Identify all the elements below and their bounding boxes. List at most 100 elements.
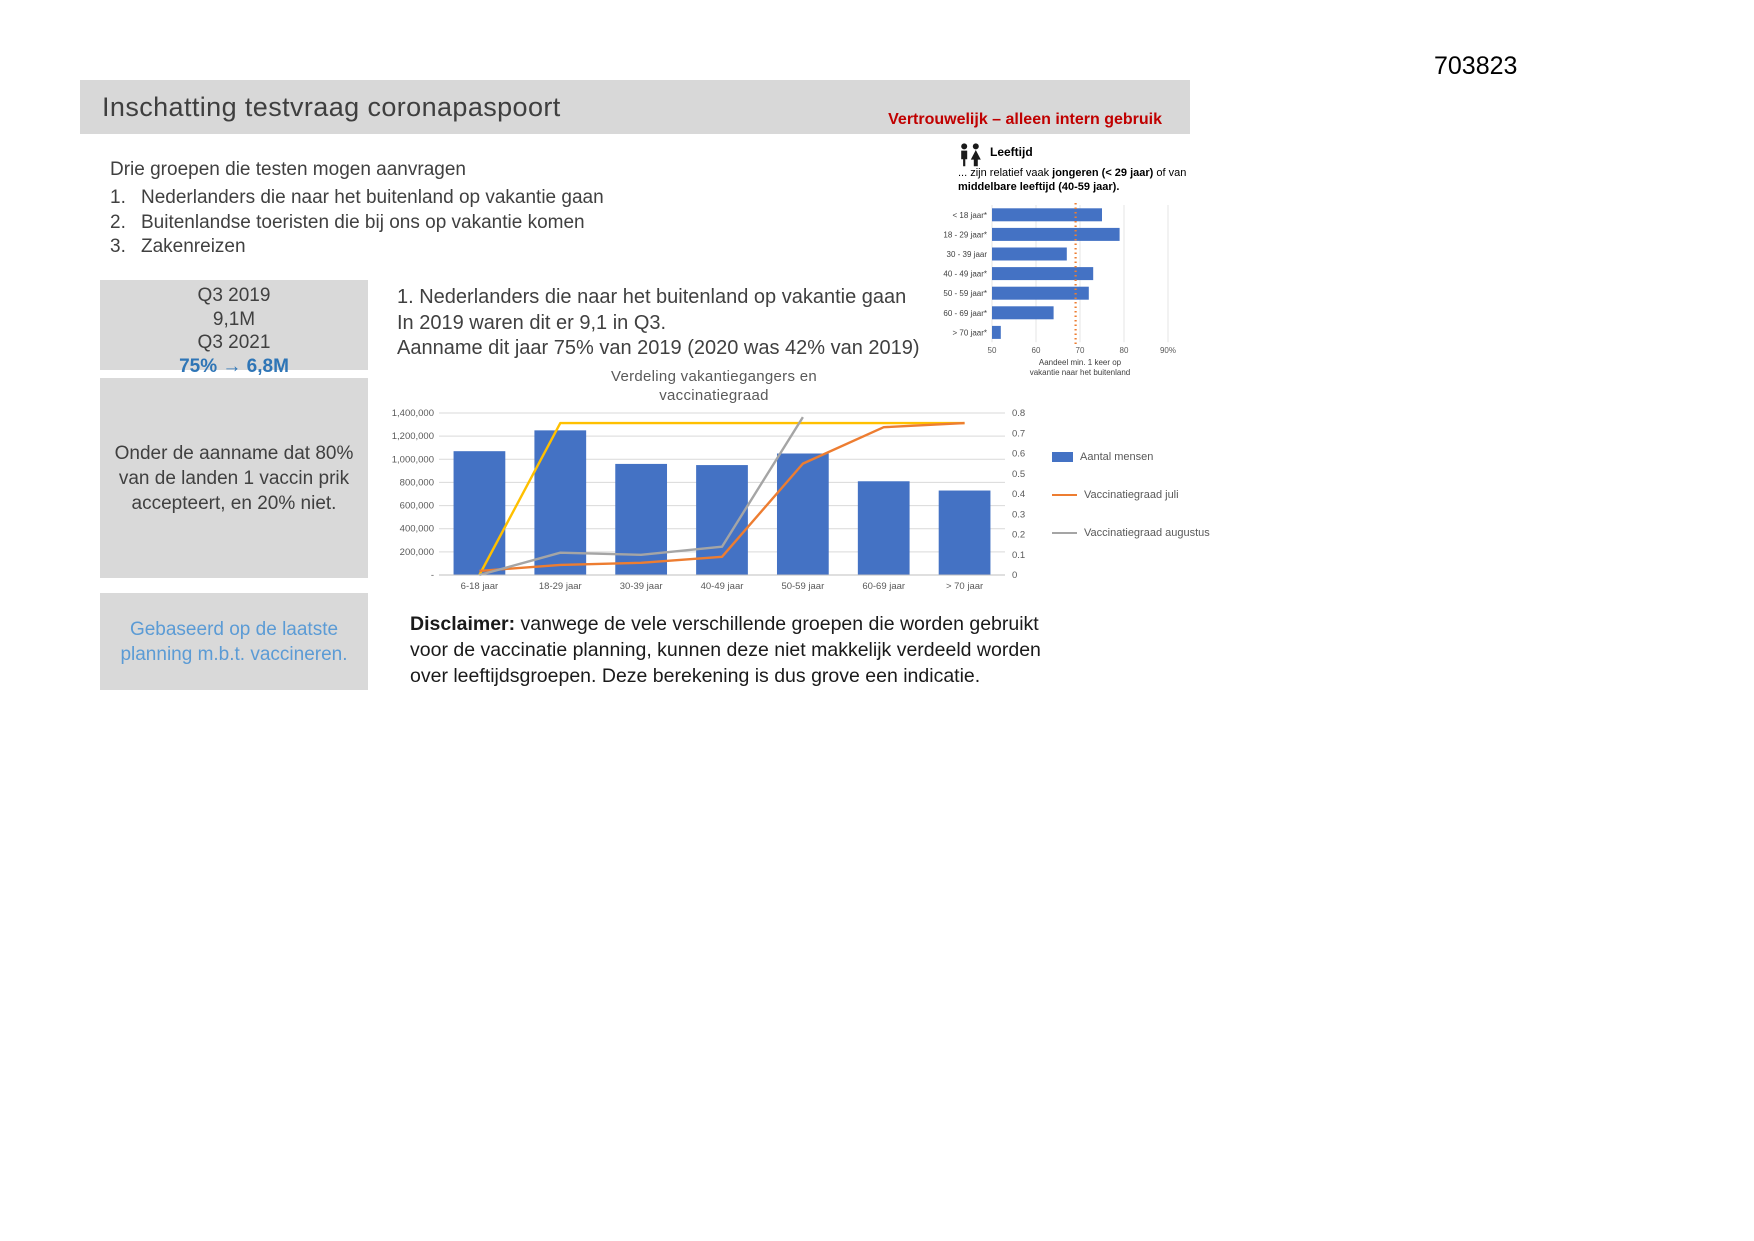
list-number: 3.	[110, 236, 126, 257]
right-axis-label: 0.2	[1012, 530, 1025, 541]
bar	[453, 451, 506, 575]
right-axis-label: 0.3	[1012, 509, 1025, 520]
x-axis-label: 18-29 jaar	[539, 581, 582, 592]
age-subtitle-segment: of van	[1153, 167, 1187, 179]
left-axis-label: -	[431, 570, 434, 581]
axis-title: vakantie naar het buitenland	[1030, 368, 1131, 377]
bar	[992, 286, 1089, 300]
q3-line: Q3 2019	[197, 285, 271, 306]
confidential-label: Vertrouwelijk – alleen intern gebruik	[888, 111, 1162, 128]
right-axis-label: 0.5	[1012, 469, 1025, 480]
category-label: 50 - 59 jaar*	[943, 289, 987, 298]
x-axis-label: 60-69 jaar	[862, 581, 905, 592]
chart-title: Verdeling vakantiegangers en	[610, 368, 818, 385]
doc-number: 703823	[1434, 52, 1518, 80]
section-1-heading: 1. Nederlanders die naar het buitenland …	[397, 286, 907, 308]
intro-block: Drie groepen die testen mogen aanvragen …	[110, 158, 604, 260]
line-series	[479, 421, 965, 573]
left-axis-label: 1,000,000	[392, 454, 434, 465]
legend-swatch	[1052, 452, 1073, 462]
q3-line: Q3 2021	[197, 332, 271, 353]
x-tick-label: 50	[988, 346, 997, 355]
list-item: 3. Zakenreizen	[110, 235, 604, 260]
x-tick-label: 80	[1120, 346, 1129, 355]
left-axis-label: 1,400,000	[392, 408, 434, 419]
right-axis-label: 0	[1012, 570, 1017, 581]
disclaimer-label: Disclaimer:	[410, 613, 516, 635]
left-axis-label: 1,200,000	[392, 431, 434, 442]
age-subtitle-segment: jongeren (< 29 jaar)	[1052, 167, 1154, 179]
combo-chart-canvas: - 200,000 400,000 600,000 800,000 1,000,000 1,…	[392, 408, 1025, 592]
intro-lead: Drie groepen die testen mogen aanvragen	[110, 159, 466, 180]
age-panel-title: Leeftijd	[990, 145, 1033, 159]
age-panel-header: Leeftijd	[940, 139, 1202, 166]
bar	[992, 227, 1120, 241]
planning-note-text: Gebaseerd op de laatste planning m.b.t. …	[120, 618, 348, 665]
disclaimer: Disclaimer: vanwege de vele verschillend…	[410, 611, 1046, 689]
x-tick-label: 90%	[1160, 346, 1176, 355]
chart-title: vaccinatiegraad	[659, 387, 769, 404]
category-label: 60 - 69 jaar*	[943, 309, 987, 318]
x-tick-label: 60	[1032, 346, 1041, 355]
age-subtitle-segment: middelbare leeftijd (40-59 jaar).	[958, 180, 1120, 193]
x-axis-label: > 70 jaar	[946, 581, 983, 592]
bar	[857, 481, 910, 575]
list-text: Nederlanders die naar het buitenland op …	[141, 187, 604, 208]
category-label: < 18 jaar*	[953, 211, 987, 220]
q3-line: 9,1M	[212, 308, 256, 330]
left-axis-label: 600,000	[400, 501, 434, 512]
left-axis-label: 800,000	[400, 477, 434, 488]
right-axis-label: 0.1	[1012, 550, 1025, 561]
legend-item: Vaccinatiegraad augustus	[1052, 525, 1210, 541]
bar	[992, 267, 1094, 281]
bar	[776, 453, 829, 575]
right-axis-label: 0.8	[1012, 408, 1025, 419]
category-label: > 70 jaar*	[953, 328, 987, 337]
category-label: 40 - 49 jaar*	[943, 270, 987, 279]
legend-line-marker	[1052, 532, 1077, 534]
x-axis-label: 40-49 jaar	[701, 581, 744, 592]
x-axis-label: 6-18 jaar	[461, 581, 499, 592]
planning-note-box: Gebaseerd op de laatste planning m.b.t. …	[100, 593, 368, 690]
age-subtitle-segment: ... zijn relatief vaak	[958, 167, 1053, 179]
left-axis-label: 400,000	[400, 524, 434, 535]
assumption-box: Onder de aanname dat 80% van de landen 1…	[100, 378, 368, 578]
section-1-line: Aanname dit jaar 75% van 2019 (2020 was …	[397, 337, 920, 359]
age-bar-chart: 50 60 70 80 90% < 18 jaar* 18 - 29 jaar* 30 - 3…	[943, 203, 1176, 377]
disclaimer-text: vanwege de vele verschillende groepen di…	[410, 613, 1041, 687]
legend-label: Vaccinatiegraad augustus	[1084, 527, 1210, 539]
right-axis-label: 0.7	[1012, 428, 1025, 439]
bar	[992, 306, 1054, 320]
right-axis-label: 0.4	[1012, 489, 1025, 500]
category-label: 18 - 29 jaar*	[943, 230, 987, 239]
bar	[992, 208, 1102, 222]
category-label: 30 - 39 jaar	[947, 250, 988, 259]
age-panel: Leeftijd ... zijn relatief vaak jongeren…	[940, 139, 1202, 384]
section-1-line: In 2019 waren dit er 9,1 in Q3.	[397, 311, 667, 334]
legend-label: Aantal mensen	[1080, 451, 1154, 463]
q3-summary-box: Q3 2019 9,1M Q3 2021 75% → 6,8M	[100, 280, 368, 377]
x-tick-label: 70	[1076, 346, 1085, 355]
left-axis-label: 200,000	[400, 547, 434, 558]
list-item: 2. Buitenlandse toeristen die bij ons op…	[110, 211, 604, 236]
x-axis-label: 50-59 jaar	[781, 581, 824, 592]
list-item: 1. Nederlanders die naar het buitenland …	[110, 186, 604, 211]
right-axis-label: 0.6	[1012, 449, 1025, 460]
assumption-text: Onder de aanname dat 80% van de landen 1…	[114, 442, 354, 514]
age-panel-subtitle: ... zijn relatief vaak jongeren (< 29 ja…	[940, 167, 1192, 194]
legend-item: Aantal mensen	[1052, 449, 1210, 465]
bar	[615, 463, 668, 575]
list-text: Buitenlandse toeristen die bij ons op va…	[141, 211, 585, 233]
people-icon	[961, 142, 981, 166]
bar	[992, 247, 1067, 261]
legend-line-marker	[1052, 494, 1077, 496]
vacation-vaccination-chart: Verdeling vakantiegangers en vaccinatieg…	[383, 367, 1045, 603]
chart-legend: Aantal mensen Vaccinatiegraad juli Vaccina…	[1052, 449, 1210, 563]
axis-title: Aandeel min. 1 keer op	[1039, 358, 1122, 367]
header-bar: Inschatting testvraag coronapaspoort Ver…	[80, 80, 1190, 134]
section-1-text: 1. Nederlanders die naar het buitenland …	[397, 285, 920, 362]
list-number: 2.	[110, 211, 126, 233]
x-axis-label: 30-39 jaar	[620, 581, 663, 592]
q3-highlight: 75% → 6,8M	[179, 355, 289, 377]
